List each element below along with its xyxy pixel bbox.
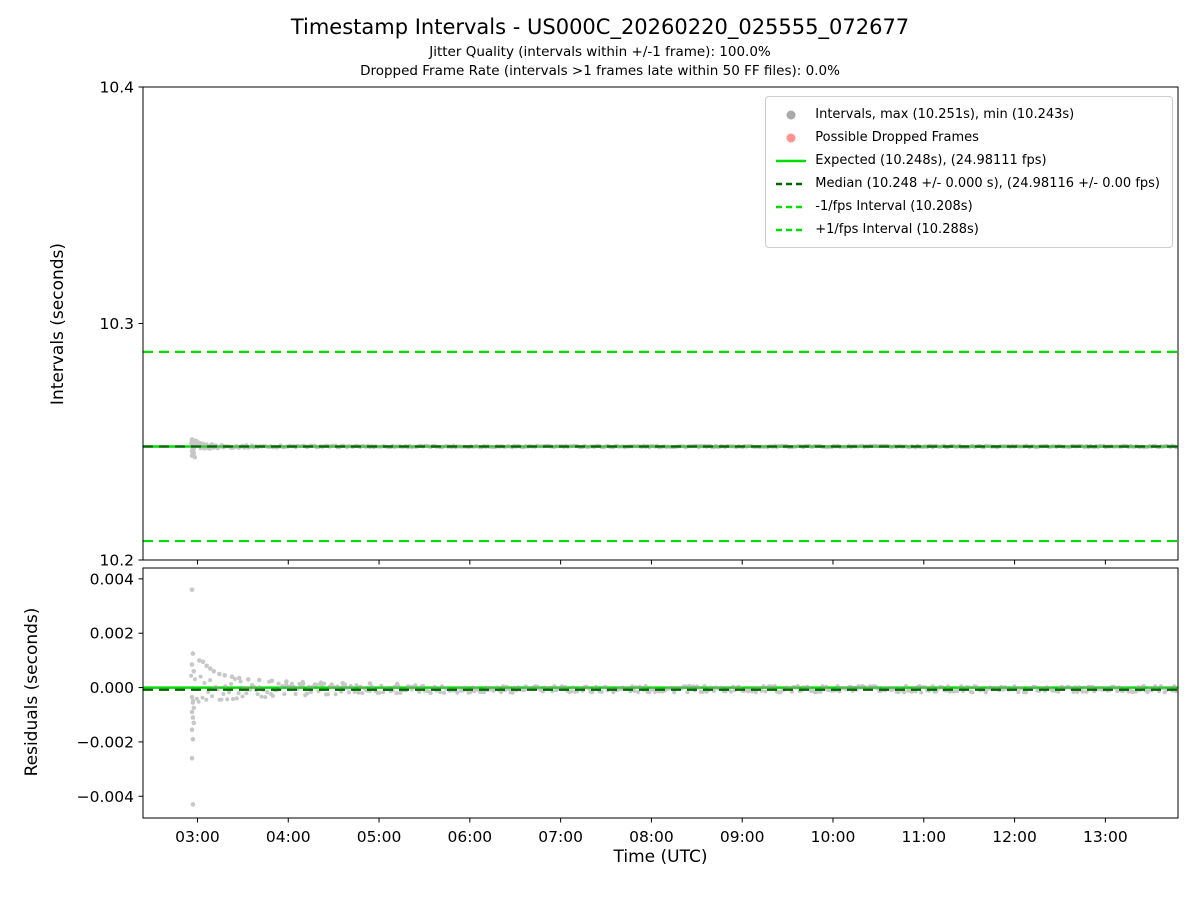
x-tick-label: 10:00 xyxy=(811,828,856,846)
chart-subtitle-jitter: Jitter Quality (intervals within +/-1 fr… xyxy=(429,44,771,60)
legend-item: Possible Dropped Frames xyxy=(774,128,1160,147)
plot-area-intervals xyxy=(143,350,1178,543)
legend-line-marker-icon xyxy=(776,228,807,231)
y-axis-label-intervals: Intervals (seconds) xyxy=(48,242,68,406)
plot-area-residuals xyxy=(143,587,1178,807)
x-tick-label: 08:00 xyxy=(629,828,674,846)
legend-label: -1/fps Interval (10.208s) xyxy=(815,199,973,214)
legend-item: -1/fps Interval (10.208s) xyxy=(774,197,1160,216)
x-tick-label: 05:00 xyxy=(357,828,402,846)
y-tick-label: 0.002 xyxy=(90,625,134,643)
legend-label: Median (10.248 +/- 0.000 s), (24.98116 +… xyxy=(815,176,1160,191)
x-tick-label: 13:00 xyxy=(1083,828,1128,846)
y-tick-label: 10.4 xyxy=(99,79,134,97)
y-tick-label: −0.002 xyxy=(77,733,134,751)
x-tick-label: 12:00 xyxy=(992,828,1037,846)
legend-label: Expected (10.248s), (24.98111 fps) xyxy=(815,153,1047,168)
y-tick-label: 0.004 xyxy=(90,570,134,588)
legend-item: Expected (10.248s), (24.98111 fps) xyxy=(774,151,1160,170)
y-axis-label-residuals: Residuals (seconds) xyxy=(22,607,42,777)
x-tick-label: 03:00 xyxy=(175,828,220,846)
legend-item: Intervals, max (10.251s), min (10.243s) xyxy=(774,105,1160,124)
x-tick-label: 06:00 xyxy=(448,828,493,846)
residuals-frame xyxy=(142,567,1179,819)
chart-title: Timestamp Intervals - US000C_20260220_02… xyxy=(290,15,910,39)
legend-line-marker-icon xyxy=(776,205,807,208)
residuals-scatter xyxy=(189,587,1178,807)
legend-label: Intervals, max (10.251s), min (10.243s) xyxy=(815,107,1075,122)
legend-item: Median (10.248 +/- 0.000 s), (24.98116 +… xyxy=(774,174,1160,193)
legend-label: Possible Dropped Frames xyxy=(815,130,979,145)
legend-line-marker-icon xyxy=(776,182,807,185)
legend-dot-marker-icon xyxy=(786,110,796,119)
legend-label: +1/fps Interval (10.288s) xyxy=(815,222,979,237)
y-tick-label: 10.2 xyxy=(99,552,134,570)
x-tick-label: 04:00 xyxy=(266,828,311,846)
y-tick-label: −0.004 xyxy=(77,788,134,806)
y-tick-label: 0.000 xyxy=(90,679,134,697)
x-axis-label: Time (UTC) xyxy=(613,847,708,867)
legend-item: +1/fps Interval (10.288s) xyxy=(774,220,1160,239)
chart-subtitle-dropped: Dropped Frame Rate (intervals >1 frames … xyxy=(360,63,840,79)
x-tick-label: 09:00 xyxy=(720,828,765,846)
y-tick-label: 10.3 xyxy=(99,315,134,333)
legend-line-marker-icon xyxy=(776,159,807,162)
x-tick-label: 07:00 xyxy=(538,828,583,846)
x-tick-label: 11:00 xyxy=(901,828,946,846)
legend-dot-marker-icon xyxy=(786,133,796,142)
legend: Intervals, max (10.251s), min (10.243s) P… xyxy=(765,96,1173,248)
intervals-scatter xyxy=(189,437,1178,460)
